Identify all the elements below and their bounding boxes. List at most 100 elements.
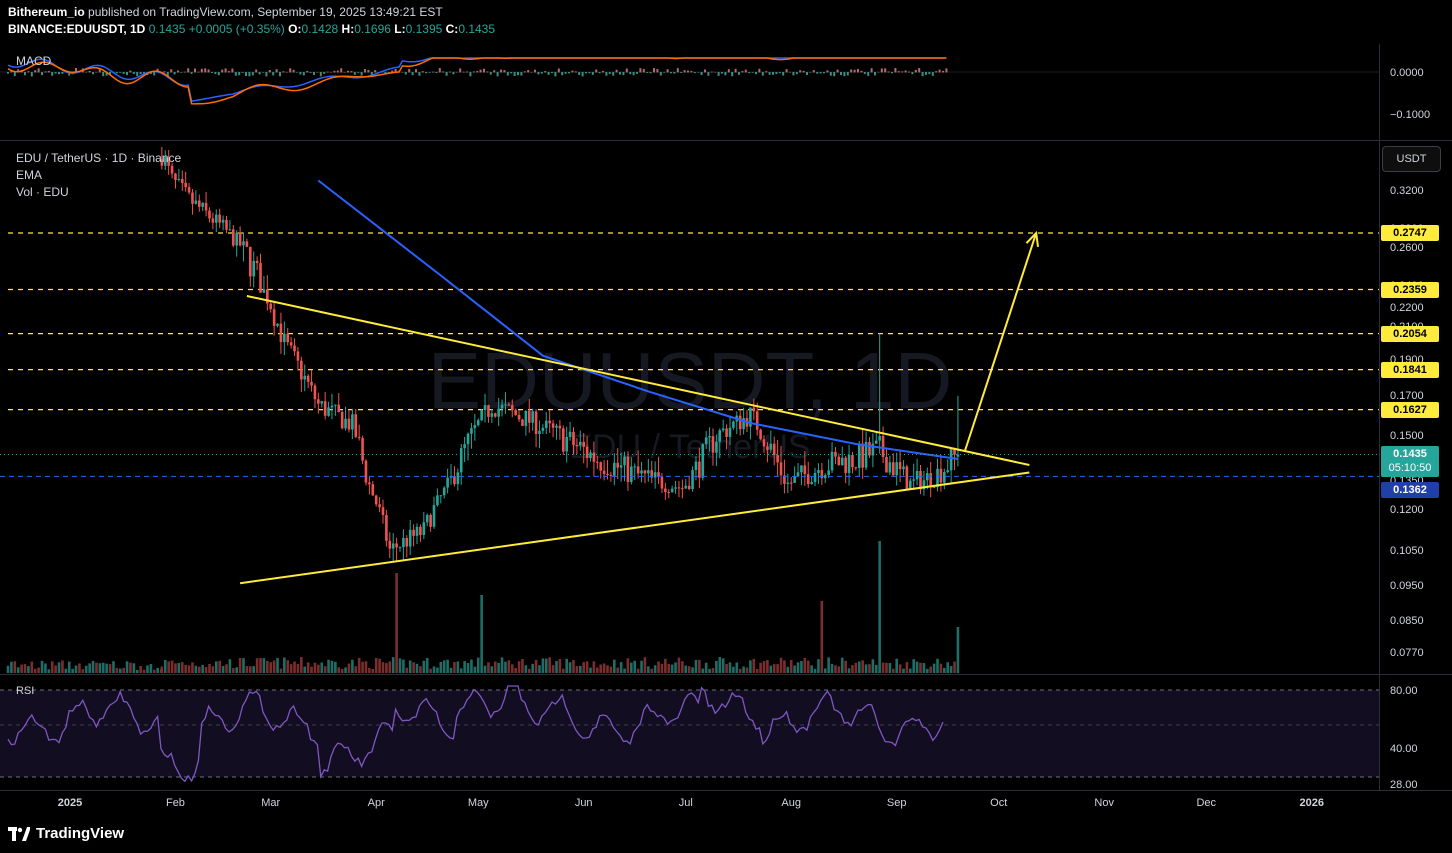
lower-trendline[interactable]: [239, 471, 1030, 585]
macd-hist-bar: [258, 72, 261, 75]
volume-bar: [132, 663, 136, 673]
macd-hist-bar: [595, 69, 598, 73]
macd-hist-bar: [92, 72, 94, 75]
volume-bar: [84, 665, 88, 673]
macd-hist-bar: [438, 68, 441, 73]
candle-body: [861, 443, 864, 468]
volume-bar: [266, 660, 269, 673]
macd-hist-bar: [540, 72, 543, 74]
candle-body: [558, 425, 562, 429]
price-tick-label: 0.1050: [1390, 545, 1424, 557]
volume-bar: [67, 661, 71, 673]
candle-body: [803, 465, 807, 475]
macd-hist-bar: [255, 69, 258, 73]
volume-bar: [20, 664, 23, 673]
candle-body: [694, 461, 698, 471]
candle-body: [174, 173, 177, 181]
macd-hist-bar: [704, 69, 706, 73]
level-badge: 0.1841: [1381, 361, 1439, 378]
candle-body: [568, 431, 572, 437]
volume-bar: [368, 668, 371, 673]
price-tick-label: 0.1200: [1390, 504, 1424, 516]
currency-button[interactable]: USDT: [1382, 146, 1441, 172]
macd-hist-bar: [901, 71, 904, 73]
candle-body: [762, 439, 766, 447]
ema-indicator-label[interactable]: EMA: [16, 168, 43, 182]
upper-trendline[interactable]: [246, 295, 1030, 466]
volume-bar: [47, 669, 51, 673]
volume-bar: [476, 657, 480, 673]
candle-body: [823, 475, 827, 479]
macd-hist-bar: [646, 72, 649, 73]
candle-body: [504, 404, 507, 406]
candle-body: [912, 479, 915, 481]
publish-text: published on TradingView.com, September …: [88, 5, 443, 19]
candle-body: [180, 179, 184, 183]
volume-bar: [908, 668, 912, 673]
publisher-name[interactable]: Bithereum_io: [8, 5, 85, 19]
macd-hist-bar: [574, 71, 577, 73]
candle-body: [395, 543, 398, 548]
macd-hist-bar: [462, 71, 465, 73]
macd-hist-bar: [843, 72, 846, 77]
volume-bar: [422, 660, 426, 673]
candle-body: [650, 470, 654, 478]
main-pane-title[interactable]: EDU / TetherUS · 1D · Binance: [16, 151, 182, 165]
macd-hist-bar: [921, 72, 924, 77]
volume-bar: [881, 662, 885, 673]
tradingview-logo[interactable]: TradingView: [8, 825, 124, 842]
volume-bar: [50, 661, 54, 673]
macd-hist-bar: [938, 69, 941, 73]
macd-hist-bar: [187, 68, 190, 73]
volume-bar: [660, 663, 664, 673]
macd-hist-bar: [588, 72, 591, 74]
volume-bar: [159, 669, 163, 673]
candle-body: [864, 441, 868, 468]
candle-body: [408, 529, 412, 547]
volume-bar: [118, 668, 122, 673]
candle-body: [364, 460, 368, 483]
macd-hist-bar: [370, 72, 373, 75]
macd-hist-bar: [285, 71, 288, 73]
candle-body: [599, 462, 603, 471]
volume-bar: [524, 665, 528, 673]
projection-arrow[interactable]: [963, 232, 1038, 452]
macd-hist-bar: [173, 72, 176, 75]
macd-hist-bar: [98, 68, 101, 73]
candle-body: [279, 323, 283, 342]
macd-label[interactable]: MACD: [16, 54, 52, 68]
volume-bar: [320, 662, 324, 673]
rsi-axis: 80.00 40.00 28.00: [1390, 685, 1418, 791]
macd-hist-bar: [833, 72, 836, 77]
macd-hist-bar: [313, 72, 315, 75]
candle-body: [238, 232, 242, 246]
macd-hist-bar: [289, 68, 292, 73]
candle-body: [490, 413, 494, 417]
rsi-tick-label: 28.00: [1390, 779, 1418, 791]
macd-hist-bar: [391, 70, 394, 73]
symbol-line[interactable]: BINANCE:EDUUSDT, 1D: [8, 22, 146, 36]
volume-bar: [857, 661, 861, 673]
volume-bar: [493, 661, 497, 673]
rsi-tick-label: 40.00: [1390, 743, 1418, 755]
volume-bar: [429, 668, 432, 673]
macd-hist-bar: [850, 69, 853, 73]
macd-hist-bar: [551, 72, 553, 74]
macd-hist-bar: [435, 72, 438, 74]
macd-hist-bar: [554, 72, 557, 77]
volume-bar: [337, 667, 341, 673]
volume-bar: [949, 666, 953, 673]
volume-bar: [252, 666, 256, 673]
volume-bar: [385, 663, 388, 673]
rsi-label[interactable]: RSI: [16, 685, 35, 697]
macd-hist-bar: [265, 72, 268, 77]
volume-bar: [255, 658, 259, 673]
macd-hist-bar: [449, 71, 451, 73]
volume-bar: [738, 668, 742, 673]
volume-bar: [347, 663, 351, 673]
price-axis[interactable]: 0.32000.28000.26000.24000.22000.21000.19…: [1390, 185, 1424, 659]
time-axis[interactable]: 2025 Feb Mar Apr May Jun Jul Aug Sep Oct Nov Dec 202…: [58, 797, 1324, 809]
ema-line: [317, 179, 959, 460]
volume-indicator-label[interactable]: Vol · EDU: [16, 185, 69, 199]
